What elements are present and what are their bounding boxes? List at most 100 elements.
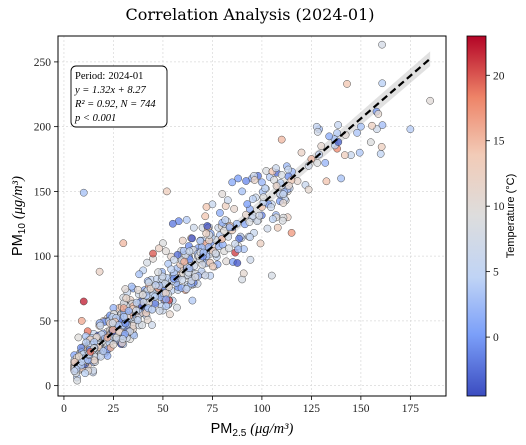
scatter-point [121,285,130,293]
scatter-point [121,319,130,328]
scatter-point [77,317,86,325]
scatter-point [220,227,228,235]
scatter-point [267,271,276,280]
scatter-point [122,294,131,303]
scatter-point [230,205,239,213]
annotation-r2: R² = 0.92, N = 744 [74,99,156,110]
scatter-point [248,195,257,203]
y-tick-label: 250 [34,57,52,69]
colorbar-label: Temperature (°C) [505,174,517,258]
scatter-point [163,187,171,196]
scatter-point [225,244,233,253]
scatter-point [70,367,79,375]
scatter-point [242,177,250,185]
scatter-point [201,212,210,221]
scatter-point [180,257,189,266]
scatter-point [133,316,142,325]
scatter-point [82,338,90,347]
scatter-point [151,281,160,290]
scatter-point [138,321,146,329]
scatter-point [279,190,288,199]
scatter-point [154,268,162,277]
scatter-point [173,303,181,312]
chart-title: Correlation Analysis (2024-01) [125,5,374,24]
x-tick-label: 25 [108,403,120,415]
scatter-point [188,296,197,305]
scatter-point [124,307,133,315]
scatter-point [120,313,128,321]
scatter-point [234,174,242,183]
annotation-p: p < 0.001 [74,113,116,124]
scatter-point [322,177,331,186]
annotation-equation: y = 1.32x + 8.27 [74,85,146,96]
scatter-point [118,335,127,343]
y-tick-label: 200 [34,122,52,134]
colorbar-ticks: 0 5 10 15 20 [486,70,505,344]
y-tick-label: 50 [40,316,52,328]
scatter-point [374,110,383,118]
scatter-point [138,291,147,299]
scatter-point [74,333,83,342]
scatter-point [287,229,296,237]
scatter-point [378,79,387,88]
x-tick-label: 150 [352,403,370,415]
scatter-point [74,352,83,361]
scatter-point [368,121,376,130]
scatter-point [321,159,330,167]
scatter-point [343,80,351,88]
scatter-point [202,229,211,238]
scatter-point [148,305,157,314]
x-axis-ticks: 0 25 50 75 100 125 150 175 [61,396,419,415]
scatter-point [273,223,282,232]
scatter-point [132,306,141,315]
scatter-point [198,260,207,269]
scatter-point [261,184,269,193]
scatter-point [168,219,177,228]
colorbar-tick-label: 10 [493,201,505,213]
scatter-point [73,376,82,385]
scatter-point [170,255,178,264]
scatter-point [313,159,322,167]
x-tick-label: 125 [303,403,321,415]
scatter-point [317,142,326,150]
plot-frame [57,35,447,397]
y-axis-ticks: 0 50 100 150 200 250 [34,57,58,393]
scatter-point [279,199,288,207]
scatter-point [189,223,198,232]
x-axis-label: PM2.5 (μg/m³) [211,421,294,439]
scatter-point [99,347,108,356]
scatter-point [233,259,242,267]
scatter-point [235,234,243,243]
scatter-point [79,297,88,306]
scatter-point [222,257,231,266]
scatter-point [357,122,365,131]
y-tick-label: 100 [34,251,52,263]
scatter-point [278,216,287,225]
colorbar-gradient [466,35,487,397]
scatter-point [263,224,272,233]
scatter-point [297,148,306,157]
scatter-point [199,248,208,257]
scatter-point [243,200,252,208]
scatter-point [259,193,268,202]
scatter-point [377,143,386,151]
scatter-point [119,239,128,248]
scatter-point [246,255,255,264]
scatter-point [221,216,230,224]
scatter-point [132,298,141,307]
y-axis-label: PM10(μg/m³) [10,176,28,256]
colorbar-tick-label: 15 [493,136,505,148]
scatter-point [162,247,170,256]
scatter-point [109,340,118,349]
scatter-point [232,219,241,228]
scatter-point [268,215,277,223]
scatter-point [143,316,152,324]
scatter-point [203,222,212,230]
scatter-point [337,174,345,183]
x-tick-label: 50 [157,403,169,415]
scatter-point [208,262,217,271]
scatter-point [182,285,191,293]
scatter-point [284,165,293,174]
scatter-point [277,135,286,144]
